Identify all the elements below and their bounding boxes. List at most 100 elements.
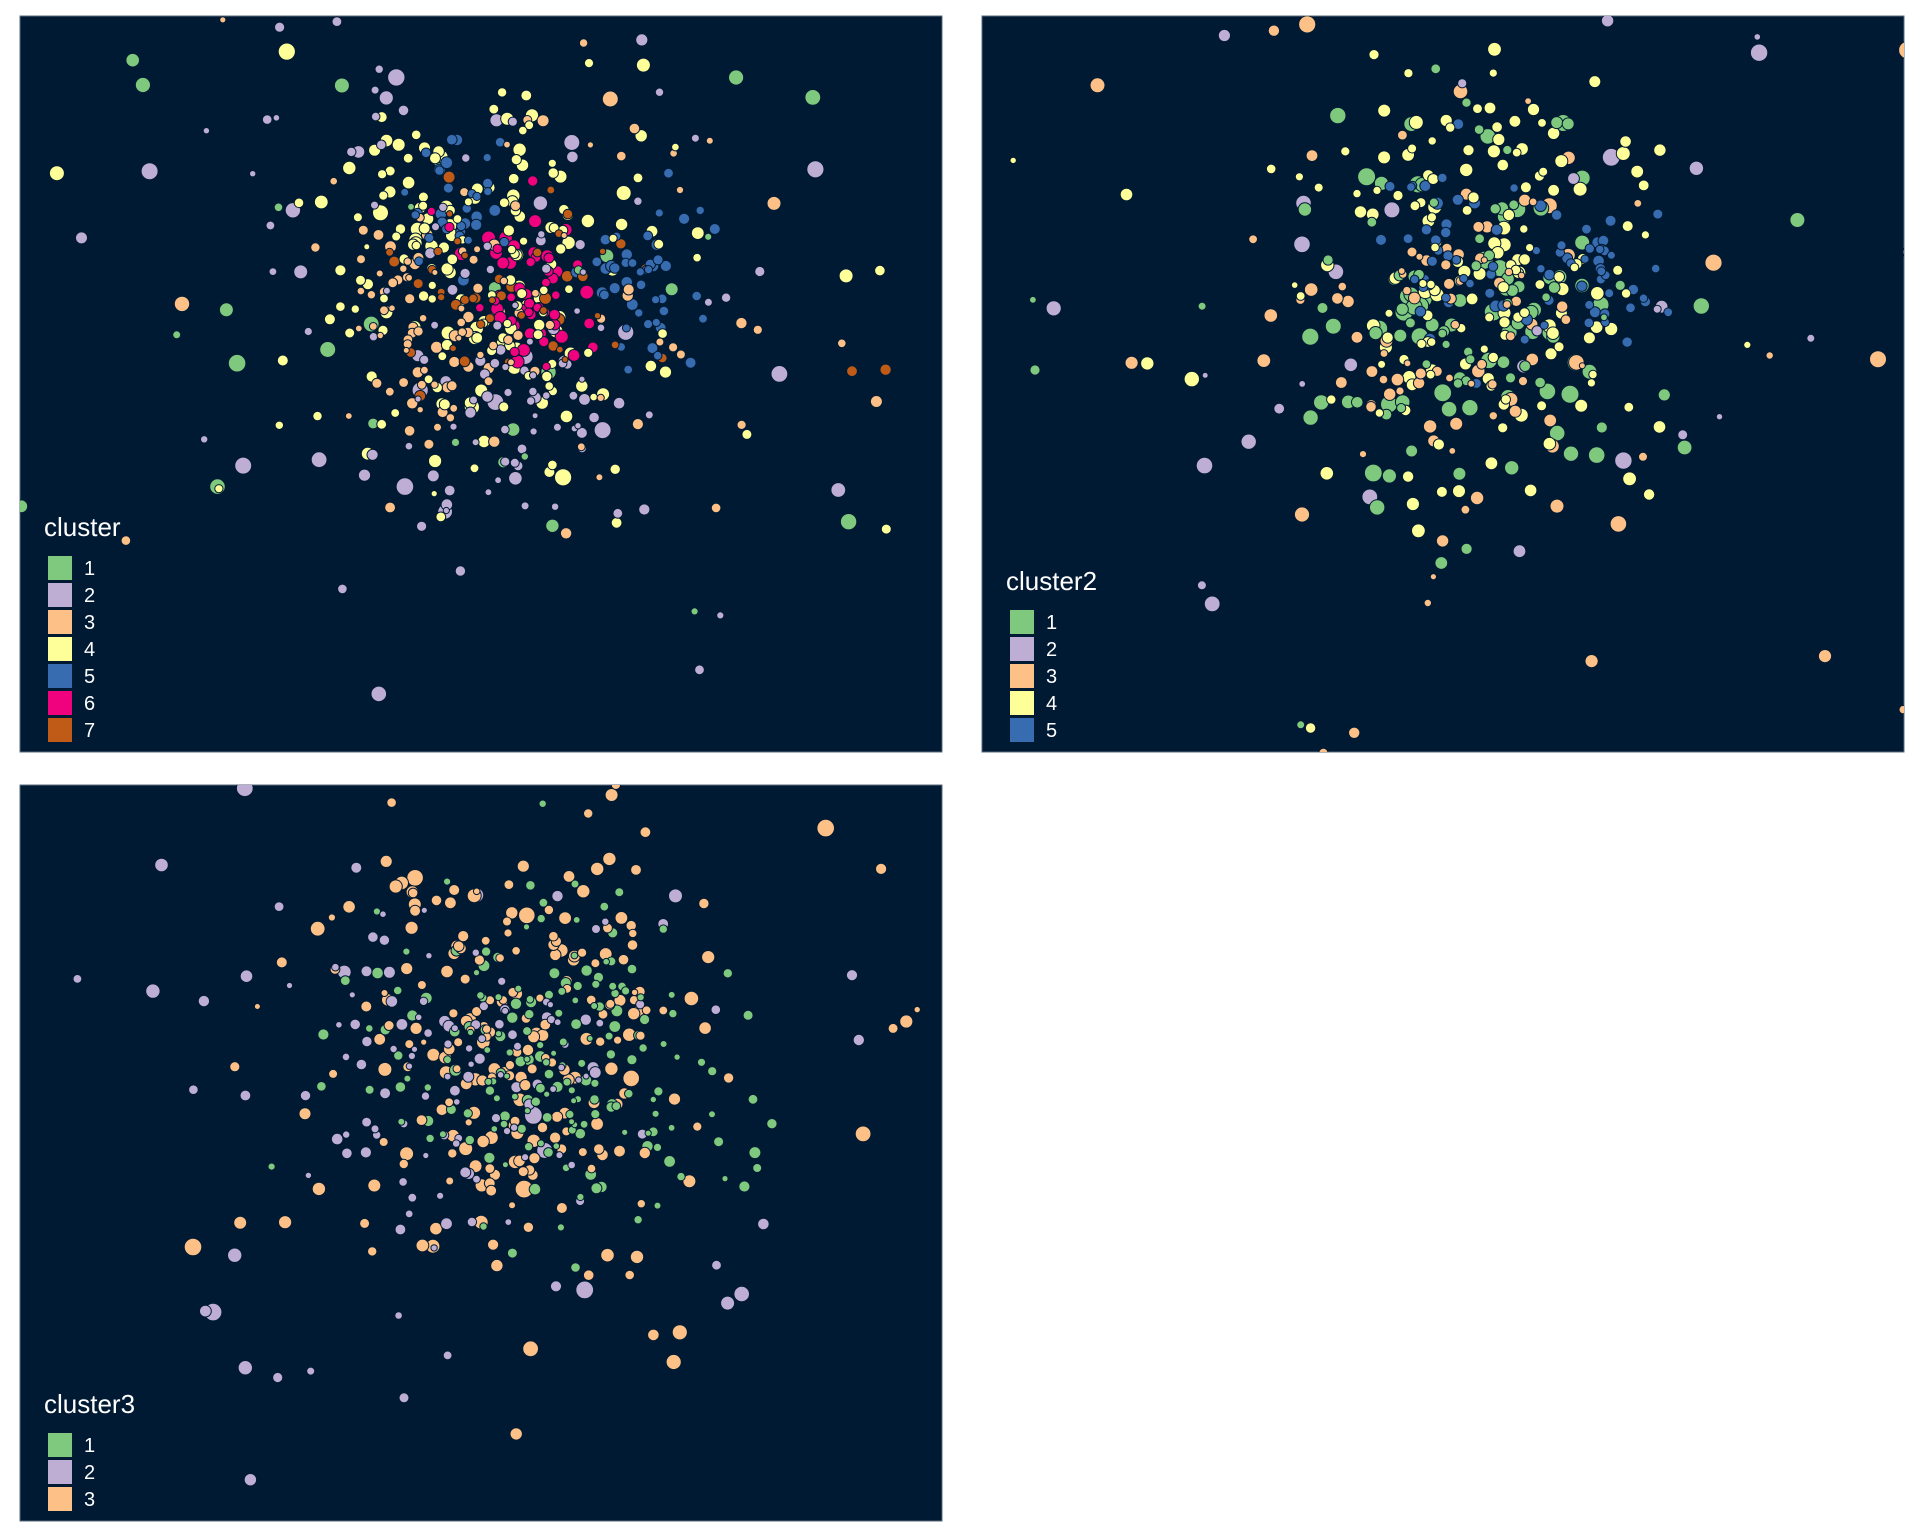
point-cluster-2 — [537, 230, 546, 239]
point-cluster-3 — [1379, 349, 1389, 358]
point-cluster-3 — [433, 422, 442, 432]
point-cluster-5 — [609, 262, 621, 274]
point-cluster-1 — [653, 1086, 664, 1097]
point-cluster-3 — [456, 317, 467, 328]
point-cluster-4 — [350, 304, 360, 314]
point-cluster-2 — [404, 1209, 414, 1219]
legend-item-6: 6 — [48, 691, 95, 715]
point-cluster-2 — [357, 468, 372, 482]
point-cluster-1 — [626, 1054, 638, 1066]
point-cluster-4 — [547, 167, 559, 179]
point-cluster-1 — [1461, 399, 1479, 417]
point-cluster-6 — [583, 317, 596, 330]
point-cluster-1 — [1197, 301, 1207, 311]
point-cluster-4 — [1621, 220, 1634, 233]
point-cluster-3 — [521, 1043, 535, 1057]
point-cluster-2 — [431, 222, 440, 232]
point-cluster-3 — [484, 1163, 496, 1174]
point-cluster-3 — [1298, 16, 1317, 34]
point-cluster-1 — [520, 452, 529, 461]
point-cluster-1 — [556, 1223, 566, 1232]
point-cluster-2 — [1749, 43, 1769, 62]
point-cluster-2 — [469, 395, 478, 405]
point-cluster-3 — [548, 930, 559, 942]
point-cluster-2 — [398, 1177, 408, 1187]
point-cluster-2 — [459, 1166, 472, 1179]
point-cluster-5 — [1419, 180, 1432, 192]
point-cluster-3 — [423, 438, 435, 450]
point-cluster-3 — [1263, 308, 1279, 323]
point-cluster-7 — [610, 340, 620, 350]
point-cluster-1 — [659, 1040, 668, 1048]
point-layer — [957, 16, 1904, 752]
point-cluster-5 — [1625, 302, 1636, 314]
point-cluster-1 — [523, 1142, 534, 1152]
point-cluster-2 — [330, 1132, 344, 1146]
point-cluster-2 — [566, 150, 579, 164]
point-cluster-1 — [839, 513, 858, 531]
point-cluster-5 — [1440, 226, 1452, 239]
point-cluster-2 — [574, 239, 586, 251]
point-cluster-3 — [1549, 498, 1565, 514]
point-cluster-3 — [635, 1030, 646, 1041]
point-cluster-3 — [735, 316, 748, 330]
point-cluster-3 — [327, 913, 336, 922]
point-cluster-3 — [622, 1069, 641, 1088]
point-cluster-2 — [419, 354, 430, 365]
point-cluster-4 — [518, 125, 528, 136]
point-cluster-4 — [1652, 420, 1667, 434]
point-cluster-2 — [553, 1018, 562, 1027]
point-cluster-1 — [1381, 468, 1397, 484]
point-cluster-1 — [673, 1053, 681, 1061]
point-cluster-3 — [582, 1269, 595, 1282]
point-cluster-3 — [1560, 314, 1572, 326]
point-cluster-4 — [554, 468, 573, 487]
point-cluster-3 — [600, 1247, 615, 1263]
point-cluster-3 — [503, 879, 515, 890]
point-cluster-4 — [1409, 200, 1421, 212]
legend-item-1: 1 — [1010, 610, 1057, 634]
point-cluster-1 — [536, 1041, 545, 1050]
point-cluster-4 — [440, 262, 454, 276]
point-cluster-4 — [1484, 312, 1495, 323]
point-cluster-4 — [352, 212, 363, 223]
point-cluster-3 — [372, 229, 385, 241]
point-cluster-3 — [1578, 362, 1586, 370]
point-cluster-3 — [1414, 367, 1427, 380]
point-cluster-3 — [1383, 387, 1397, 401]
point-cluster-3 — [378, 1137, 389, 1147]
point-cluster-5 — [621, 323, 631, 333]
point-cluster-1 — [525, 995, 535, 1004]
point-cluster-1 — [543, 1068, 555, 1080]
point-cluster-1 — [1461, 97, 1472, 108]
legend-items: 1 2 3 — [48, 1433, 95, 1511]
point-cluster-6 — [444, 221, 455, 233]
point-cluster-4 — [1615, 146, 1631, 161]
point-cluster-4 — [1496, 158, 1510, 172]
point-cluster-1 — [1440, 400, 1458, 418]
point-cluster-5 — [1487, 261, 1499, 272]
point-cluster-3 — [445, 413, 456, 423]
point-cluster-5 — [446, 133, 458, 146]
point-cluster-1 — [590, 1182, 603, 1195]
point-cluster-4 — [427, 280, 437, 290]
point-cluster-5 — [651, 295, 661, 305]
point-cluster-3 — [957, 463, 972, 478]
point-cluster-3 — [1303, 282, 1319, 297]
point-cluster-4 — [1425, 369, 1436, 380]
point-cluster-1 — [1430, 63, 1442, 75]
point-cluster-3 — [462, 310, 475, 324]
point-cluster-1 — [589, 1094, 600, 1105]
point-cluster-1 — [1393, 328, 1408, 343]
point-cluster-4 — [690, 226, 705, 241]
legend-label: 6 — [84, 693, 95, 715]
point-cluster-1 — [614, 887, 625, 898]
point-cluster-2 — [845, 969, 859, 982]
point-cluster-2 — [227, 1247, 243, 1263]
point-cluster-2 — [293, 264, 309, 280]
point-cluster-1 — [752, 1163, 763, 1173]
point-cluster-2 — [529, 427, 538, 436]
point-cluster-4 — [428, 453, 443, 469]
legend-title: cluster — [44, 512, 121, 542]
point-cluster-5 — [1536, 264, 1546, 274]
